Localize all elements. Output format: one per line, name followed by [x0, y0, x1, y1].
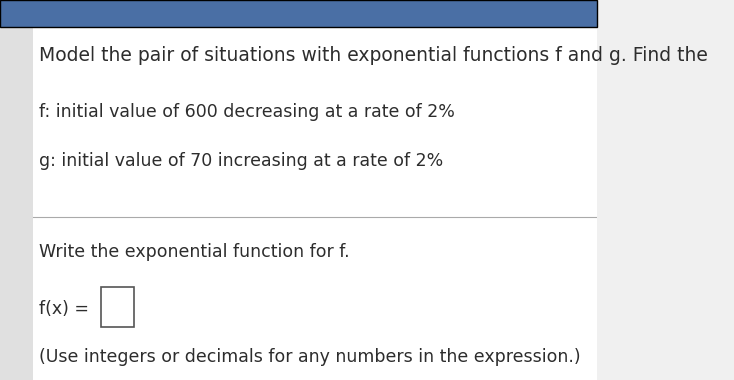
- FancyBboxPatch shape: [30, 30, 597, 380]
- FancyBboxPatch shape: [101, 287, 134, 327]
- Text: Write the exponential function for f.: Write the exponential function for f.: [39, 243, 349, 261]
- FancyBboxPatch shape: [0, 0, 597, 27]
- Text: f(x) =: f(x) =: [39, 300, 89, 318]
- FancyBboxPatch shape: [0, 27, 597, 380]
- Text: f: initial value of 600 decreasing at a rate of 2%: f: initial value of 600 decreasing at a …: [39, 103, 454, 120]
- Text: (Use integers or decimals for any numbers in the expression.): (Use integers or decimals for any number…: [39, 348, 581, 366]
- Text: Model the pair of situations with exponential functions f and g. Find the: Model the pair of situations with expone…: [39, 46, 708, 65]
- FancyBboxPatch shape: [0, 27, 33, 380]
- Text: g: initial value of 70 increasing at a rate of 2%: g: initial value of 70 increasing at a r…: [39, 152, 443, 170]
